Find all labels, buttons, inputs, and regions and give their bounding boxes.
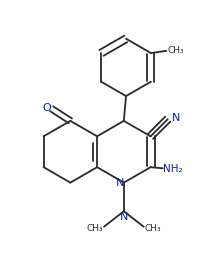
Text: O: O	[42, 103, 51, 113]
Text: N: N	[172, 113, 180, 123]
Text: CH₃: CH₃	[86, 224, 103, 233]
Text: N: N	[120, 212, 128, 222]
Text: NH₂: NH₂	[163, 164, 183, 174]
Text: CH₃: CH₃	[167, 46, 184, 55]
Text: CH₃: CH₃	[145, 224, 161, 233]
Text: N: N	[116, 178, 124, 188]
